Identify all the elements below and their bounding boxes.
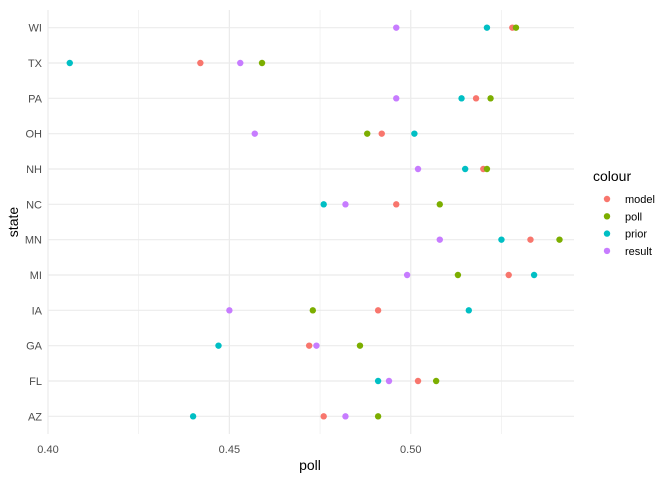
data-point-poll <box>556 236 563 243</box>
data-point-poll <box>356 342 364 349</box>
legend-key-poll <box>603 213 611 220</box>
data-point-poll <box>364 130 371 137</box>
legend-items: model poll prior result <box>603 194 655 258</box>
legend: colour model poll prior result <box>593 168 655 258</box>
data-point-result <box>342 201 349 208</box>
data-point-model <box>320 413 327 420</box>
data-point-poll <box>454 271 462 279</box>
grid-layer <box>47 10 574 434</box>
data-point-model <box>393 201 400 208</box>
x-tick-label: 0.40 <box>37 444 58 456</box>
y-tick-label: OH <box>26 129 43 141</box>
data-point-prior <box>374 377 382 385</box>
data-point-prior <box>483 24 491 31</box>
data-point-prior <box>498 236 505 243</box>
data-point-prior <box>530 271 538 279</box>
y-tick-label: GA <box>26 341 43 353</box>
data-point-prior <box>461 165 469 173</box>
data-point-result <box>393 24 400 31</box>
data-point-poll <box>432 377 440 385</box>
y-tick-labels: WI TX PA OH NH NC MN MI IA GA FL AZ <box>25 23 43 424</box>
x-tick-labels: 0.40 0.45 0.50 <box>37 444 421 456</box>
y-tick-label: FL <box>29 376 42 388</box>
legend-key-prior <box>603 230 611 237</box>
data-point-model <box>197 59 204 67</box>
points-layer <box>66 24 563 420</box>
data-point-poll <box>374 413 382 420</box>
data-point-poll <box>487 95 494 102</box>
data-point-poll <box>512 24 520 31</box>
legend-label-poll: poll <box>625 211 642 223</box>
data-point-result <box>414 165 422 173</box>
data-point-poll <box>436 201 443 208</box>
data-point-model <box>527 236 534 243</box>
data-point-prior <box>411 130 418 137</box>
data-point-model <box>378 130 385 137</box>
y-tick-label: MN <box>25 235 42 247</box>
data-point-model <box>505 271 512 279</box>
data-point-prior <box>458 95 465 102</box>
data-point-model <box>305 342 313 349</box>
data-point-result <box>226 307 233 314</box>
y-tick-label: WI <box>29 23 42 35</box>
data-point-poll <box>309 307 317 314</box>
y-tick-label: MI <box>30 270 42 282</box>
y-tick-label: PA <box>28 93 43 105</box>
legend-key-result <box>603 247 611 255</box>
y-tick-label: AZ <box>28 411 42 423</box>
y-tick-label: NC <box>26 199 42 211</box>
data-point-result <box>313 342 320 349</box>
data-point-model <box>472 95 480 102</box>
x-axis-title: poll <box>299 457 321 473</box>
legend-key-model <box>603 195 611 203</box>
data-point-prior <box>215 342 222 349</box>
data-point-prior <box>189 413 197 420</box>
data-point-result <box>436 236 443 243</box>
y-tick-label: TX <box>28 58 43 70</box>
y-tick-label: NH <box>26 164 42 176</box>
data-point-prior <box>465 307 472 314</box>
data-point-model <box>374 307 382 314</box>
legend-label-prior: prior <box>625 229 647 241</box>
y-axis-title: state <box>5 207 21 238</box>
legend-label-model: model <box>625 194 655 206</box>
data-point-poll <box>258 59 266 67</box>
data-point-result <box>342 413 349 420</box>
data-point-poll <box>483 165 491 173</box>
x-tick-label: 0.45 <box>219 444 240 456</box>
legend-label-result: result <box>625 246 652 258</box>
data-point-prior <box>66 59 73 67</box>
y-tick-label: IA <box>32 305 43 317</box>
data-point-prior <box>320 201 327 208</box>
data-point-result <box>237 59 244 67</box>
data-point-result <box>251 130 258 137</box>
data-point-result <box>393 95 400 102</box>
data-point-model <box>414 377 422 385</box>
data-point-result <box>403 271 411 279</box>
data-point-result <box>385 377 393 385</box>
legend-title: colour <box>593 168 631 184</box>
x-tick-label: 0.50 <box>400 444 421 456</box>
